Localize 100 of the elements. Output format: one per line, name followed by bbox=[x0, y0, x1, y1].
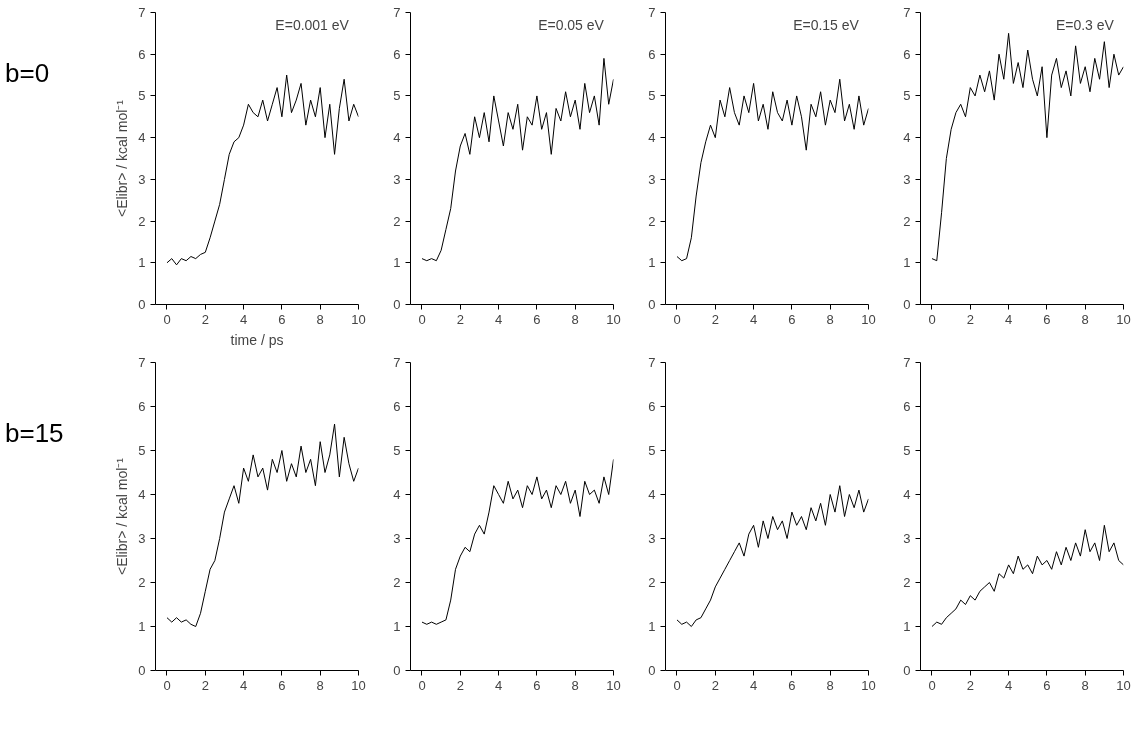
y-tick-label: 7 bbox=[648, 355, 656, 370]
x-tick-label: 2 bbox=[201, 677, 209, 693]
y-tick-label: 3 bbox=[648, 531, 656, 546]
x-tick-label: 10 bbox=[1116, 677, 1131, 693]
y-tick-label: 3 bbox=[138, 531, 146, 546]
y-tick-label: 3 bbox=[138, 171, 146, 187]
x-tick-label: 10 bbox=[351, 311, 366, 327]
x-tick-label: 10 bbox=[861, 677, 876, 693]
y-tick-label: 1 bbox=[903, 255, 911, 271]
y-tick-label: 2 bbox=[648, 213, 656, 229]
y-tick-label: 5 bbox=[393, 443, 401, 458]
x-tick-label: 10 bbox=[351, 677, 366, 693]
y-tick-label: 0 bbox=[903, 663, 911, 678]
y-tick-label: 2 bbox=[393, 575, 401, 590]
y-tick-label: 0 bbox=[393, 663, 401, 678]
y-tick-label: 0 bbox=[138, 663, 146, 678]
y-tick-label: 4 bbox=[393, 130, 401, 146]
x-tick-label: 10 bbox=[606, 311, 621, 327]
chart-title: E=0.15 eV bbox=[793, 16, 860, 33]
y-tick-label: 5 bbox=[138, 443, 146, 458]
x-tick-label: 8 bbox=[571, 677, 579, 693]
x-tick-label: 0 bbox=[163, 311, 171, 327]
y-tick-label: 6 bbox=[138, 399, 146, 414]
x-tick-label: 10 bbox=[1116, 311, 1131, 327]
x-tick-label: 8 bbox=[316, 677, 324, 693]
chart-title: E=0.3 eV bbox=[1055, 16, 1115, 33]
y-axis-title: <Elibr> / kcal mol⁻¹ bbox=[114, 457, 131, 576]
x-tick-label: 6 bbox=[788, 311, 796, 327]
y-tick-label: 7 bbox=[393, 355, 401, 370]
x-tick-label: 0 bbox=[928, 677, 936, 693]
y-tick-label: 0 bbox=[393, 297, 401, 312]
x-tick-label: 8 bbox=[1081, 677, 1089, 693]
x-tick-label: 6 bbox=[1043, 311, 1051, 327]
y-tick-label: 2 bbox=[138, 213, 146, 229]
text: b=0 bbox=[5, 57, 50, 90]
x-tick-label: 6 bbox=[278, 677, 286, 693]
y-tick-label: 3 bbox=[903, 531, 911, 546]
y-tick-label: 5 bbox=[138, 88, 146, 104]
y-tick-label: 7 bbox=[648, 5, 656, 20]
y-axis-title: <Elibr> / kcal mol⁻¹ bbox=[114, 99, 131, 218]
x-tick-label: 2 bbox=[966, 677, 974, 693]
x-tick-label: 2 bbox=[456, 677, 464, 693]
x-tick-label: 0 bbox=[418, 677, 426, 693]
y-tick-label: 5 bbox=[903, 88, 911, 104]
y-tick-label: 7 bbox=[393, 5, 401, 20]
y-tick-label: 2 bbox=[138, 575, 146, 590]
y-tick-label: 7 bbox=[903, 5, 911, 20]
y-tick-label: 6 bbox=[903, 399, 911, 414]
x-tick-label: 2 bbox=[456, 311, 464, 327]
y-tick-label: 3 bbox=[648, 171, 656, 187]
x-tick-label: 2 bbox=[966, 311, 974, 327]
x-tick-label: 4 bbox=[239, 677, 248, 693]
y-tick-label: 4 bbox=[393, 487, 401, 502]
y-tick-label: 3 bbox=[393, 171, 401, 187]
y-tick-label: 6 bbox=[393, 46, 401, 62]
y-tick-label: 5 bbox=[648, 443, 656, 458]
y-tick-label: 1 bbox=[903, 619, 911, 634]
y-tick-label: 7 bbox=[903, 355, 911, 370]
y-tick-label: 2 bbox=[903, 213, 911, 229]
y-tick-label: 2 bbox=[393, 213, 401, 229]
y-tick-label: 0 bbox=[648, 297, 656, 312]
x-tick-label: 10 bbox=[606, 677, 621, 693]
y-tick-label: 6 bbox=[648, 399, 656, 414]
x-tick-label: 0 bbox=[418, 311, 426, 327]
x-tick-label: 6 bbox=[278, 311, 286, 327]
x-tick-label: 8 bbox=[826, 677, 834, 693]
x-tick-label: 4 bbox=[749, 311, 758, 327]
chart-title: E=0.05 eV bbox=[538, 16, 605, 33]
y-tick-label: 6 bbox=[648, 46, 656, 62]
y-tick-label: 5 bbox=[903, 443, 911, 458]
x-tick-label: 4 bbox=[749, 677, 758, 693]
x-tick-label: 8 bbox=[571, 311, 579, 327]
x-tick-label: 2 bbox=[711, 677, 719, 693]
x-tick-label: 4 bbox=[239, 311, 248, 327]
x-tick-label: 2 bbox=[711, 311, 719, 327]
y-tick-label: 4 bbox=[648, 487, 656, 502]
x-tick-label: 0 bbox=[673, 677, 681, 693]
y-tick-label: 7 bbox=[138, 355, 146, 370]
x-tick-label: 0 bbox=[163, 677, 171, 693]
x-tick-label: 4 bbox=[1004, 677, 1013, 693]
y-tick-label: 5 bbox=[393, 88, 401, 104]
y-tick-label: 3 bbox=[393, 531, 401, 546]
y-tick-label: 6 bbox=[903, 46, 911, 62]
y-tick-label: 4 bbox=[903, 130, 911, 146]
y-tick-label: 5 bbox=[648, 88, 656, 104]
y-tick-label: 1 bbox=[393, 255, 401, 271]
y-tick-label: 1 bbox=[138, 619, 146, 634]
y-tick-label: 1 bbox=[393, 619, 401, 634]
y-tick-label: 6 bbox=[138, 46, 146, 62]
x-tick-label: 6 bbox=[788, 677, 796, 693]
x-tick-label: 0 bbox=[928, 311, 936, 327]
x-tick-label: 6 bbox=[533, 677, 541, 693]
y-tick-label: 2 bbox=[903, 575, 911, 590]
x-tick-label: 10 bbox=[861, 311, 876, 327]
y-tick-label: 4 bbox=[138, 487, 146, 502]
chart-title: E=0.001 eV bbox=[275, 16, 350, 33]
y-tick-label: 1 bbox=[138, 255, 146, 271]
x-axis-title: time / ps bbox=[230, 331, 284, 348]
x-tick-label: 2 bbox=[201, 311, 209, 327]
y-tick-label: 1 bbox=[648, 619, 656, 634]
